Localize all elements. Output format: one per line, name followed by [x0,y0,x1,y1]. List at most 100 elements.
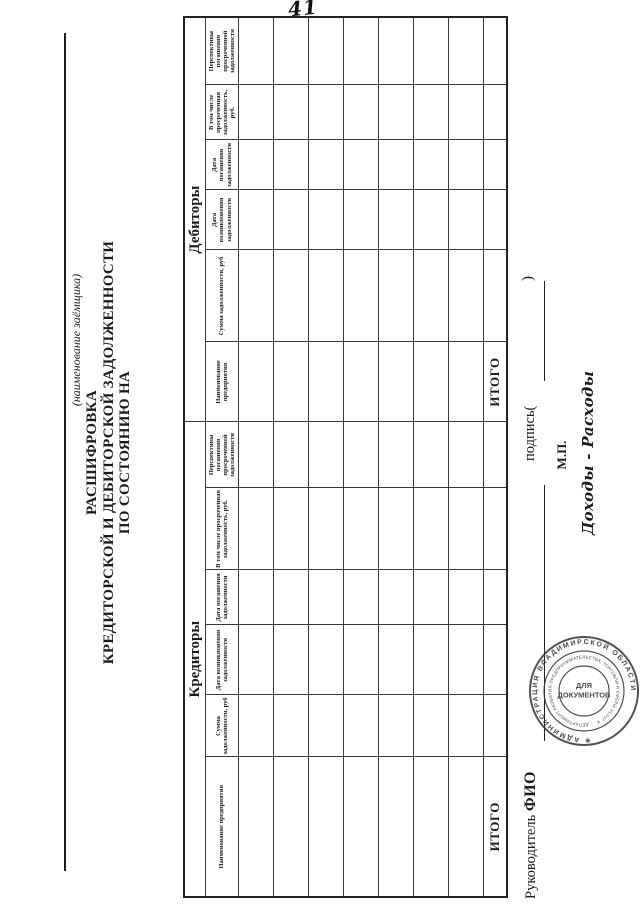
table-cell [413,757,449,897]
table-cell [343,341,379,422]
section-debtors: Дебиторы [184,16,206,422]
table-cell [273,189,309,250]
col-debtor-date-origin: Дата возникновения задолженности [205,189,239,250]
table-cell [343,421,379,488]
table-cell [413,341,449,422]
table-cell [378,570,414,625]
table-cell [238,16,274,85]
creditors-total-label: ИТОГО [483,757,507,897]
table-cell [343,249,379,342]
table-cell [308,488,344,570]
table-cell [413,695,449,757]
table-cell [483,421,507,488]
table-cell [448,341,484,422]
col-debtor-prospects: Перспективы погашения просроченной задол… [205,16,239,85]
table-cell [483,139,507,190]
table-cell [343,757,379,897]
table-cell [448,189,484,250]
table-cell [413,625,449,695]
table-header-row: Наименование предприятия Сумма задолженн… [205,16,239,897]
stamp-center-line1: ДЛЯ [576,681,592,690]
table-cell [343,189,379,250]
table-cell [273,16,309,85]
table-cell [343,139,379,190]
table-row [413,16,449,897]
table-cell [308,757,344,897]
table-cell [483,84,507,140]
table-cell [378,84,414,140]
table-cell [308,249,344,342]
table-cell [378,625,414,695]
table-cell [413,421,449,488]
table-cell [378,488,414,570]
table-cell [448,695,484,757]
table-cell [483,249,507,342]
col-creditor-amount: Сумма задолженности, руб [205,695,239,757]
table-cell [413,570,449,625]
table-cell [238,570,274,625]
table-cell [378,341,414,422]
table-cell [273,84,309,140]
table-cell [343,16,379,85]
table-cell [238,757,274,897]
table-cell [238,139,274,190]
table-cell [378,189,414,250]
table-row [273,16,309,897]
table-cell [343,695,379,757]
handwritten-note: Доходы - Расходы [579,370,597,535]
table-cell [378,16,414,85]
table-cell [483,16,507,85]
table-cell [483,625,507,695]
table-cell [413,488,449,570]
table-cell [308,139,344,190]
form-title-line1: РАСШИФРОВКА [84,390,100,515]
stamp-seal-icon: ✳ АДМИНИСТРАЦИЯ ВЛАДИМИРСКОЙ ОБЛАСТИ ДЕП… [525,632,640,751]
table-cell [448,84,484,140]
table-cell [308,84,344,140]
table-cell [378,139,414,190]
col-creditor-company: Наименование предприятия [205,757,239,897]
table-cell [448,16,484,85]
table-cell [448,249,484,342]
form-title-line2: КРЕДИТОРСКОЙ И ДЕБИТОРСКОЙ ЗАДОЛЖЕННОСТИ [100,240,117,665]
fio-text: ФИО [522,771,539,812]
table-cell [378,249,414,342]
table-row [343,16,379,897]
table-cell [448,488,484,570]
table-row [378,16,414,897]
col-debtor-date-repay: Дата погашения задолженности [205,139,239,190]
stamp-center-line2: ДОКУМЕНТОВ [558,691,612,700]
table-cell [308,421,344,488]
col-debtor-company: Наименование предприятия [205,341,239,422]
signature-underline [528,281,545,381]
table-cell [448,421,484,488]
signature-leader-label: Руководитель ФИО [522,771,540,899]
leader-text: Руководитель [523,814,539,899]
table-cell [273,570,309,625]
table-cell [238,488,274,570]
table-cell [378,757,414,897]
table-cell [413,249,449,342]
table-cell [413,16,449,85]
table-cell [273,488,309,570]
col-creditor-date-origin: Дата возникновения задолженности [205,625,239,695]
form-title-line3: ПО СОСТОЯНИЮ НА [117,370,133,535]
form-title: РАСШИФРОВКА КРЕДИТОРСКОЙ И ДЕБИТОРСКОЙ З… [84,0,134,905]
table-cell [483,488,507,570]
table-row [448,16,484,897]
table-cell [448,625,484,695]
table-cell [238,189,274,250]
table-cell [273,625,309,695]
table-cell [483,189,507,250]
col-creditor-date-repay: Дата погашения задолженности [205,570,239,625]
table-cell [308,695,344,757]
table-cell [483,695,507,757]
table-cell [273,139,309,190]
signature-close-paren: ) [520,276,536,281]
page-number: 41 [286,0,320,22]
table-cell [238,695,274,757]
table-cell [343,84,379,140]
table-cell [238,421,274,488]
table-cell [448,570,484,625]
